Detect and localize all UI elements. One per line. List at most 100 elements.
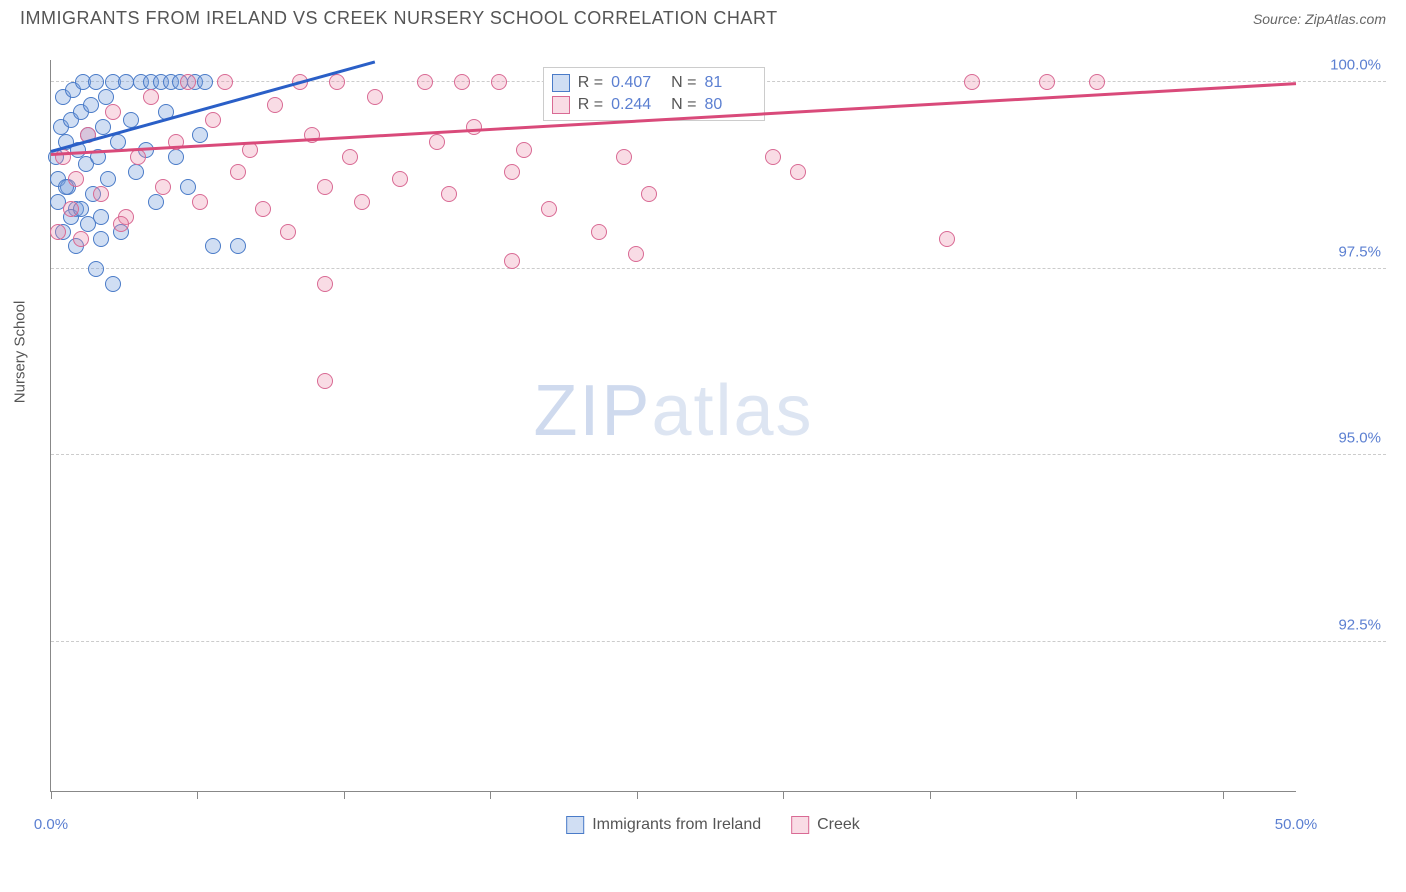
watermark-bold: ZIP [533, 371, 651, 451]
stat-n-label: N = [671, 96, 696, 114]
scatter-point [63, 201, 79, 217]
scatter-point [230, 238, 246, 254]
stat-r-value: 0.244 [611, 96, 663, 114]
stat-r-label: R = [578, 74, 603, 92]
scatter-point [155, 179, 171, 195]
ytick-label: 95.0% [1338, 430, 1381, 447]
stat-n-value: 80 [704, 96, 756, 114]
scatter-point [317, 373, 333, 389]
watermark-light: atlas [651, 371, 813, 451]
stat-r-value: 0.407 [611, 74, 663, 92]
scatter-point [504, 164, 520, 180]
legend-swatch [552, 74, 570, 92]
scatter-point [118, 74, 134, 90]
scatter-point [939, 231, 955, 247]
scatter-point [491, 74, 507, 90]
scatter-point [417, 74, 433, 90]
scatter-point [80, 216, 96, 232]
stats-row: R = 0.407 N = 81 [552, 72, 757, 94]
legend-item: Creek [791, 816, 860, 834]
bottom-legend: Immigrants from Ireland Creek [566, 816, 860, 834]
scatter-point [50, 224, 66, 240]
stat-r-label: R = [578, 96, 603, 114]
scatter-point [454, 74, 470, 90]
xtick [197, 791, 198, 799]
scatter-point [205, 238, 221, 254]
plot-area: ZIPatlas 92.5%95.0%97.5%100.0%0.0%50.0%R… [50, 60, 1296, 792]
scatter-point [205, 112, 221, 128]
scatter-point [105, 104, 121, 120]
scatter-point [88, 74, 104, 90]
gridline [51, 641, 1386, 642]
chart-source: Source: ZipAtlas.com [1253, 11, 1386, 27]
xtick [783, 791, 784, 799]
gridline [51, 268, 1386, 269]
scatter-point [466, 119, 482, 135]
scatter-point [192, 127, 208, 143]
legend-swatch [566, 816, 584, 834]
xtick-label-right: 50.0% [1275, 816, 1318, 833]
scatter-point [1039, 74, 1055, 90]
scatter-point [441, 186, 457, 202]
chart-container: Nursery School ZIPatlas 92.5%95.0%97.5%1… [40, 50, 1386, 842]
scatter-point [88, 261, 104, 277]
scatter-point [168, 149, 184, 165]
scatter-point [98, 89, 114, 105]
ytick-label: 97.5% [1338, 243, 1381, 260]
xtick [637, 791, 638, 799]
scatter-point [68, 171, 84, 187]
xtick [490, 791, 491, 799]
scatter-point [641, 186, 657, 202]
scatter-point [110, 134, 126, 150]
chart-title: IMMIGRANTS FROM IRELAND VS CREEK NURSERY… [20, 8, 778, 29]
scatter-point [329, 74, 345, 90]
xtick [1076, 791, 1077, 799]
scatter-point [93, 186, 109, 202]
stat-n-label: N = [671, 74, 696, 92]
scatter-point [504, 253, 520, 269]
scatter-point [217, 74, 233, 90]
scatter-point [541, 201, 557, 217]
ytick-label: 100.0% [1330, 57, 1381, 74]
scatter-point [429, 134, 445, 150]
scatter-point [143, 89, 159, 105]
scatter-point [628, 246, 644, 262]
y-axis-label: Nursery School [12, 301, 29, 404]
xtick [344, 791, 345, 799]
legend-label: Creek [817, 816, 860, 834]
scatter-point [317, 276, 333, 292]
scatter-point [964, 74, 980, 90]
scatter-point [100, 171, 116, 187]
scatter-point [317, 179, 333, 195]
scatter-point [148, 194, 164, 210]
scatter-point [230, 164, 246, 180]
scatter-point [180, 179, 196, 195]
legend-swatch [791, 816, 809, 834]
stat-n-value: 81 [704, 74, 756, 92]
chart-header: IMMIGRANTS FROM IRELAND VS CREEK NURSERY… [0, 0, 1406, 37]
scatter-point [392, 171, 408, 187]
scatter-point [255, 201, 271, 217]
scatter-point [192, 194, 208, 210]
stats-row: R = 0.244 N = 80 [552, 94, 757, 116]
scatter-point [1089, 74, 1105, 90]
xtick [51, 791, 52, 799]
legend-item: Immigrants from Ireland [566, 816, 761, 834]
scatter-point [367, 89, 383, 105]
scatter-point [83, 97, 99, 113]
scatter-point [73, 231, 89, 247]
scatter-point [105, 276, 121, 292]
legend-swatch [552, 96, 570, 114]
scatter-point [342, 149, 358, 165]
scatter-point [93, 231, 109, 247]
scatter-point [128, 164, 144, 180]
scatter-point [591, 224, 607, 240]
xtick [930, 791, 931, 799]
legend-label: Immigrants from Ireland [592, 816, 761, 834]
xtick-label-left: 0.0% [34, 816, 68, 833]
scatter-point [197, 74, 213, 90]
scatter-point [790, 164, 806, 180]
scatter-point [516, 142, 532, 158]
xtick [1223, 791, 1224, 799]
scatter-point [765, 149, 781, 165]
